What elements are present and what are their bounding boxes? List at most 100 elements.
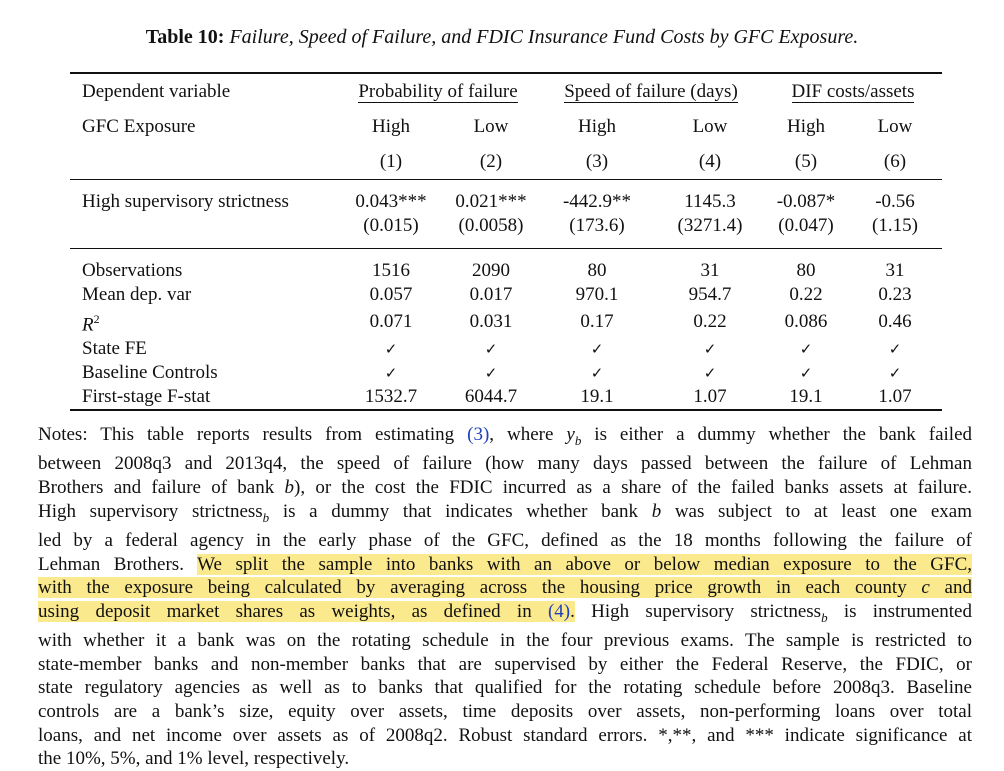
stat-value: 0.17 [580, 311, 614, 333]
coef-estimate: 0.021*** [455, 191, 527, 212]
check-icon: ✓ [703, 340, 717, 359]
check-icon: ✓ [384, 340, 398, 359]
notes-text: High supervisory strictness [574, 600, 822, 622]
notes-math: b [821, 609, 828, 625]
col-number-4: (4) [698, 151, 722, 172]
table-row: Baseline Controls ✓ ✓ ✓ ✓ ✓ ✓ [70, 361, 942, 385]
equation-ref-4[interactable]: (4) [547, 600, 571, 622]
check-icon: ✓ [703, 364, 717, 383]
notes-math: c [921, 577, 930, 599]
col-number-3: (3) [585, 151, 609, 172]
check-icon: ✓ [384, 364, 398, 383]
results-table: Dependent variable Probability of failur… [70, 72, 942, 412]
equation-ref-3[interactable]: (3) [467, 424, 490, 445]
notes-text: is a dummy that indicates whether bank [269, 500, 652, 522]
table-row: (0.015) (0.0058) (173.6) (3271.4) (0.047… [70, 214, 942, 238]
col-number-5: (5) [794, 151, 818, 172]
notes-line: controls are a bank’s size, equity over … [38, 700, 972, 722]
table-row: State FE ✓ ✓ ✓ ✓ ✓ ✓ [70, 337, 942, 361]
stat-value: 19.1 [538, 385, 656, 412]
exposure-1: High [372, 116, 410, 137]
table-caption: Table 10: Failure, Speed of Failure, and… [0, 26, 1004, 49]
notes-text: Brothers and failure of bank [38, 476, 285, 498]
std-error: (0.015) [363, 215, 419, 236]
stat-label: Baseline Controls [82, 362, 218, 384]
std-error: (3271.4) [677, 215, 743, 236]
check-icon: ✓ [888, 340, 902, 359]
exposure-4: Low [692, 116, 728, 137]
stat-value: 0.22 [693, 311, 727, 333]
stat-value: 0.057 [369, 284, 413, 305]
coef-estimate: 1145.3 [684, 191, 736, 212]
stat-label: Mean dep. var [82, 284, 192, 305]
col-number-6: (6) [883, 151, 907, 172]
exposure-2: Low [473, 116, 509, 137]
notes-text: , where [489, 424, 567, 445]
stat-value: 31 [885, 260, 905, 281]
notes-text: is instrumented [827, 600, 972, 622]
table-row: High supervisory strictness 0.043*** 0.0… [70, 190, 942, 214]
table-row: First-stage F-stat 1532.7 6044.7 19.1 1.… [70, 385, 942, 412]
notes-line: with whether it a bank was on the rotati… [38, 630, 972, 652]
notes-text: ), or the cost the FDIC incurred as a sh… [294, 476, 972, 498]
notes-text: is either a dummy whether the bank faile… [581, 424, 973, 445]
stat-value: 0.017 [469, 284, 513, 305]
stat-value: 0.23 [878, 284, 912, 305]
table-title: Failure, Speed of Failure, and FDIC Insu… [229, 26, 859, 48]
notes-line: between 2008q3 and 2013q4, the speed of … [38, 453, 972, 475]
check-icon: ✓ [484, 364, 498, 383]
notes-math: y [566, 424, 575, 445]
stat-value: 954.7 [688, 284, 732, 305]
table-label: Table 10: [145, 26, 225, 48]
stat-value: 6044.7 [444, 385, 538, 412]
notes-text: Lehman Brothers. [38, 553, 198, 575]
notes-line: Notes: This table reports results from e… [38, 423, 972, 452]
stat-value: 0.031 [469, 311, 513, 333]
stat-value: 2090 [472, 260, 510, 281]
highlighted-text: We split the sample into banks with an a… [197, 553, 972, 575]
coef-estimate: -0.087* [776, 191, 836, 212]
stat-label-r2: R2 [70, 307, 338, 337]
stat-value: 970.1 [575, 284, 619, 305]
table-notes: Notes: This table reports results from e… [38, 423, 972, 771]
coef-estimate: -0.56 [875, 191, 915, 212]
std-error: (173.6) [569, 215, 625, 236]
coef-estimate: 0.043*** [355, 191, 427, 212]
check-icon: ✓ [799, 364, 813, 383]
stat-value: 1.07 [848, 385, 942, 412]
stat-value: 80 [587, 260, 607, 281]
coef-estimate: -442.9** [562, 191, 632, 212]
std-error: (0.0058) [458, 215, 524, 236]
exposure-6: Low [877, 116, 913, 137]
notes-text: . [570, 600, 575, 622]
exposure-5: High [787, 116, 825, 137]
notes-line: with the exposure being calculated by av… [38, 576, 972, 600]
col-number-2: (2) [479, 151, 503, 172]
notes-line: led by a federal agency in the early pha… [38, 529, 972, 551]
notes-math: b [262, 509, 270, 525]
group-header-2: Speed of failure (days) [564, 81, 738, 103]
highlighted-text: with the exposure being calculated by av… [38, 577, 972, 599]
notes-text: with the exposure being calculated by av… [38, 577, 922, 599]
notes-math: b [284, 476, 295, 498]
check-icon: ✓ [590, 364, 604, 383]
exposure-3: High [578, 116, 616, 137]
check-icon: ✓ [799, 340, 813, 359]
notes-line: state-member banks and non-member banks … [38, 653, 972, 675]
notes-math: b [651, 500, 662, 522]
std-error: (0.047) [778, 215, 834, 236]
stat-value: 0.086 [784, 311, 828, 333]
notes-line: the 10%, 5%, and 1% level, respectively. [38, 748, 350, 770]
notes-text: using deposit market shares as weights, … [38, 600, 548, 622]
r-symbol: R [82, 314, 94, 336]
check-icon: ✓ [888, 364, 902, 383]
dep-var-label: Dependent variable [70, 72, 338, 109]
notes-line: Lehman Brothers. We split the sample int… [38, 553, 972, 577]
notes-text: and [929, 577, 972, 599]
exposure-label: GFC Exposure [82, 116, 196, 137]
coef-label: High supervisory strictness [82, 191, 289, 212]
stat-label: First-stage F-stat [70, 385, 338, 412]
stat-value: 0.22 [789, 284, 823, 305]
notes-line: High supervisory strictnessb is a dummy … [38, 500, 972, 529]
col-number-1: (1) [379, 151, 403, 172]
